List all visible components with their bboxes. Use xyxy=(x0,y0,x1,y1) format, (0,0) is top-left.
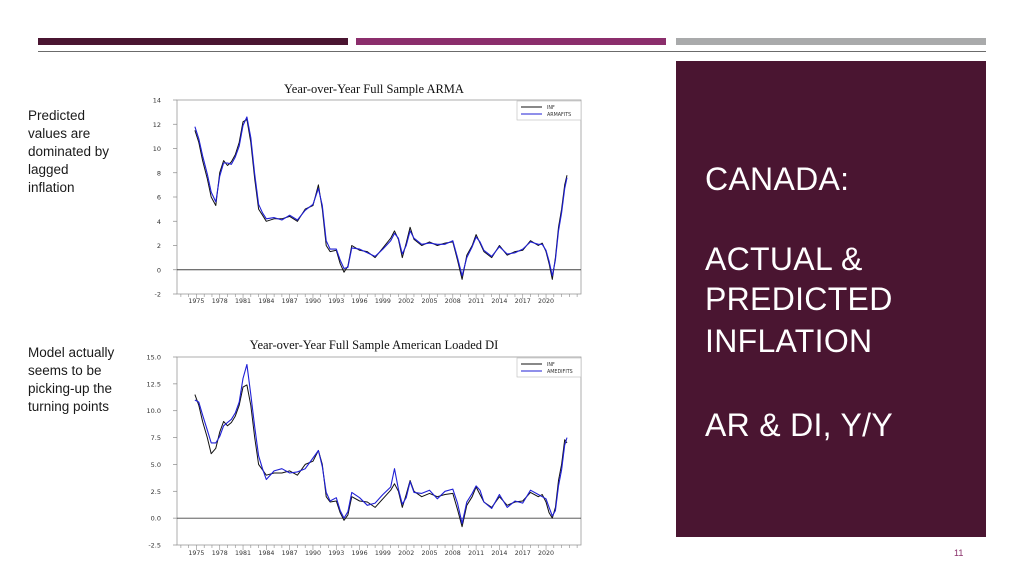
y-tick-label: -2.5 xyxy=(148,542,161,550)
series-line-armafits xyxy=(194,116,568,277)
legend-box xyxy=(516,100,582,121)
chart-arma-svg: Year-over-Year Full Sample ARMA -2 0 2 4 6 8 10… xyxy=(153,82,582,305)
y-tick-label: 12 xyxy=(153,121,161,129)
header-rule xyxy=(38,51,986,52)
note-top: Predicted values are dominated by lagged… xyxy=(28,108,110,195)
x-tick-label: 2017 xyxy=(515,550,531,557)
x-tick-label: 1975 xyxy=(188,550,204,557)
x-tick-label: 1978 xyxy=(212,298,228,305)
page-number: 11 xyxy=(954,548,964,558)
x-tick-label: 2017 xyxy=(515,298,531,305)
x-tick-label: 1990 xyxy=(305,550,321,557)
x-tick-label: 1978 xyxy=(212,550,228,557)
y-tick-label: 12.5 xyxy=(147,380,161,388)
chart-title: Year-over-Year Full Sample ARMA xyxy=(284,82,464,96)
heading-country: CANADA: xyxy=(705,161,850,197)
x-tick-label: 2002 xyxy=(398,550,414,557)
plot-frame xyxy=(176,99,582,295)
chart-title: Year-over-Year Full Sample American Load… xyxy=(250,338,499,352)
plot-frame xyxy=(176,356,582,546)
accent-bar-gray xyxy=(676,38,986,45)
x-tick-label: 2020 xyxy=(538,298,554,305)
y-tick-label: 14 xyxy=(153,97,161,105)
legend-label: INF xyxy=(547,362,555,368)
legend-label: ARMAFITS xyxy=(547,112,571,118)
y-tick-label: 2.5 xyxy=(151,488,161,496)
x-tick-label: 2020 xyxy=(538,550,554,557)
x-tick-label: 1996 xyxy=(352,298,368,305)
x-tick-label: 2014 xyxy=(491,550,507,557)
x-tick-label: 1981 xyxy=(235,550,251,557)
title-panel: CANADA: ACTUAL & PREDICTED INFLATION AR … xyxy=(676,61,986,537)
x-tick-label: 1981 xyxy=(235,298,251,305)
accent-bar-magenta xyxy=(356,38,666,45)
y-tick-label: 10 xyxy=(153,145,161,153)
x-tick-label: 1987 xyxy=(282,298,298,305)
y-tick-label: 7.5 xyxy=(151,434,161,442)
legend-box xyxy=(516,357,582,378)
y-tick-label: 8 xyxy=(157,169,161,177)
x-tick-label: 1999 xyxy=(375,298,391,305)
legend-label: INF xyxy=(547,105,555,111)
heading-predicted: PREDICTED xyxy=(705,281,893,317)
x-tick-label: 1987 xyxy=(282,550,298,557)
y-tick-label: 0.0 xyxy=(151,515,161,523)
chart-american-di-svg: Year-over-Year Full Sample American Load… xyxy=(147,338,582,557)
series-line-amedifits xyxy=(194,363,568,525)
heading-models: AR & DI, Y/Y xyxy=(705,407,893,443)
x-tick-label: 2005 xyxy=(421,550,437,557)
x-tick-label: 1990 xyxy=(305,298,321,305)
y-tick-label: 10.0 xyxy=(147,407,161,415)
y-tick-label: 4 xyxy=(157,218,161,226)
x-tick-label: 1993 xyxy=(328,550,344,557)
x-tick-label: 1984 xyxy=(258,298,274,305)
x-tick-label: 2002 xyxy=(398,298,414,305)
chart-american-di: Year-over-Year Full Sample American Load… xyxy=(140,335,600,560)
x-tick-label: 1975 xyxy=(188,298,204,305)
series-line-inf xyxy=(194,384,568,528)
x-tick-label: 2011 xyxy=(468,550,484,557)
y-tick-label: 5.0 xyxy=(151,461,161,469)
x-tick-label: 2008 xyxy=(445,550,461,557)
note-bottom: Model actually seems to be picking-up th… xyxy=(28,345,115,414)
y-tick-label: 2 xyxy=(157,242,161,250)
x-tick-label: 1984 xyxy=(258,550,274,557)
heading-inflation: INFLATION xyxy=(705,323,873,359)
y-tick-label: 15.0 xyxy=(147,354,161,362)
y-tick-label: -2 xyxy=(155,291,161,299)
x-tick-label: 2008 xyxy=(445,298,461,305)
x-tick-label: 1996 xyxy=(352,550,368,557)
x-tick-label: 2011 xyxy=(468,298,484,305)
x-tick-label: 2005 xyxy=(421,298,437,305)
y-tick-label: 6 xyxy=(157,194,161,202)
x-tick-label: 1993 xyxy=(328,298,344,305)
series-line-inf xyxy=(194,118,568,280)
heading-actual: ACTUAL & xyxy=(705,241,863,277)
chart-arma: Year-over-Year Full Sample ARMA -2 0 2 4 6 8 10… xyxy=(140,80,600,312)
x-tick-label: 1999 xyxy=(375,550,391,557)
x-tick-label: 2014 xyxy=(491,298,507,305)
y-tick-label: 0 xyxy=(157,266,161,274)
accent-bar-dark xyxy=(38,38,348,45)
legend-label: AMEDIFITS xyxy=(547,369,573,375)
